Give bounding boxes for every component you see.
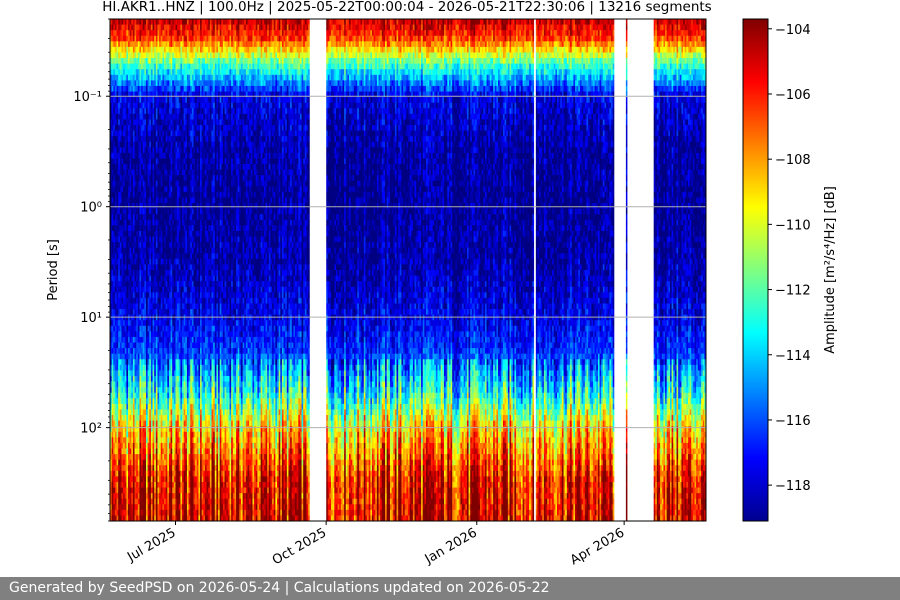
chart-title: HI.AKR1..HNZ | 100.0Hz | 2025-05-22T00:0… — [102, 0, 711, 15]
psd-chart: HI.AKR1..HNZ | 100.0Hz | 2025-05-22T00:0… — [0, 0, 900, 577]
